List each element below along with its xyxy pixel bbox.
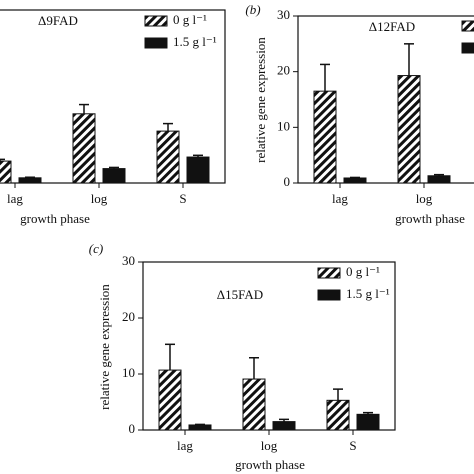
- bar: [156, 130, 180, 184]
- x-tick-label: S: [179, 191, 186, 206]
- panel-title: Δ12FAD: [369, 19, 415, 34]
- y-tick-label: 10: [122, 365, 135, 380]
- y-tick-label: 20: [277, 63, 290, 78]
- bar: [313, 90, 337, 184]
- x-tick-label: log: [261, 438, 278, 453]
- bar: [356, 413, 380, 431]
- legend-label: 1.5 g l⁻¹: [346, 286, 390, 301]
- x-tick-label: S: [349, 438, 356, 453]
- bar: [188, 424, 212, 431]
- y-tick-label: 30: [122, 253, 135, 268]
- bar: [242, 378, 266, 431]
- legend-swatch: [144, 15, 168, 27]
- panel-label: (b): [245, 2, 260, 17]
- legend-swatch: [317, 289, 341, 301]
- y-tick-label: 10: [277, 118, 290, 133]
- legend-label: 0 g l⁻¹: [173, 12, 207, 27]
- x-axis-label: growth phase: [395, 211, 465, 226]
- x-tick-label: lag: [177, 438, 193, 453]
- y-tick-label: 0: [284, 174, 291, 189]
- bar: [18, 177, 42, 184]
- bar: [158, 369, 182, 431]
- x-tick-label: lag: [7, 191, 23, 206]
- legend-swatch: [461, 42, 474, 54]
- y-axis-label: relative gene expression: [97, 284, 112, 410]
- x-tick-label: lag: [332, 191, 348, 206]
- bar: [72, 113, 96, 184]
- x-tick-label: log: [91, 191, 108, 206]
- y-tick-label: 20: [122, 309, 135, 324]
- x-axis-label: growth phase: [235, 457, 305, 472]
- bar: [326, 399, 350, 431]
- y-axis-label: relative gene expression: [253, 37, 268, 163]
- bar: [102, 168, 126, 184]
- bar: [186, 156, 210, 184]
- bar: [427, 175, 451, 184]
- y-tick-label: 30: [277, 7, 290, 22]
- bar: [272, 421, 296, 431]
- bar: [343, 177, 367, 184]
- panel-label: (c): [89, 241, 103, 256]
- panel-title: Δ15FAD: [217, 287, 263, 302]
- legend-swatch: [144, 37, 168, 49]
- bar: [397, 75, 421, 184]
- panel-title: Δ9FAD: [38, 13, 78, 28]
- x-tick-label: log: [416, 191, 433, 206]
- legend-label: 0 g l⁻¹: [346, 264, 380, 279]
- legend-swatch: [317, 267, 341, 279]
- bar: [0, 160, 12, 184]
- x-axis-label: growth phase: [20, 211, 90, 226]
- y-tick-label: 0: [129, 421, 136, 436]
- legend-swatch: [461, 20, 474, 32]
- legend-label: 1.5 g l⁻¹: [173, 34, 217, 49]
